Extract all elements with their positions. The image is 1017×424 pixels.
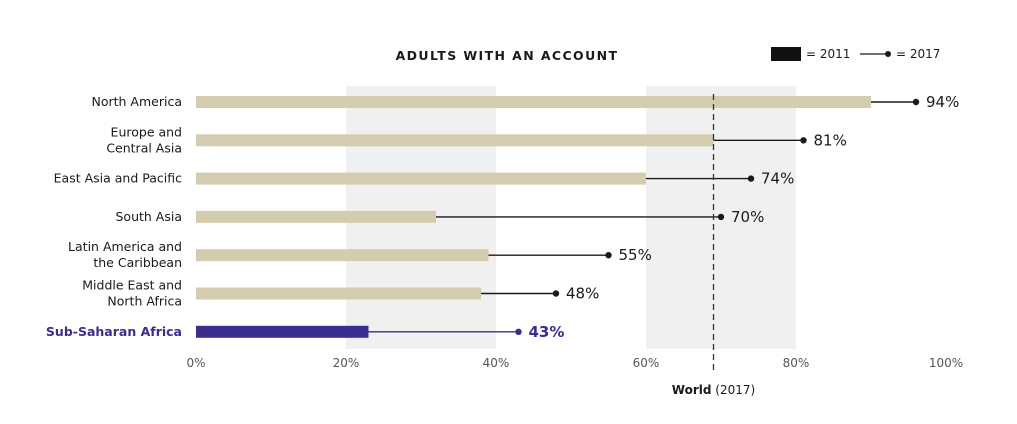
category-label-4: Latin America and the Caribbean (68, 239, 182, 270)
x-tick-label-60: 60% (633, 356, 660, 370)
dot-2017-0 (912, 98, 920, 106)
dot-2017-2 (747, 175, 755, 182)
category-label-line: North Africa (107, 294, 182, 309)
category-label-2: East Asia and Pacific (54, 171, 182, 186)
category-label-3: South Asia (116, 209, 183, 224)
category-label-1: Europe and Central Asia (106, 124, 182, 155)
category-label-line: the Caribbean (93, 255, 182, 270)
world-label-bold: World (672, 383, 712, 397)
x-tick-label-20: 20% (333, 356, 360, 370)
value-label-1: 81% (814, 131, 847, 149)
bar-2011-6 (196, 325, 369, 338)
category-label-5: Middle East and North Africa (82, 278, 182, 309)
bar-2011-2 (196, 172, 646, 185)
dot-2017-6 (515, 328, 522, 335)
category-label-line: Sub-Saharan Africa (46, 324, 182, 339)
world-label-year: (2017) (711, 383, 755, 397)
world-label: World (2017) (672, 383, 755, 397)
value-labels: 94% 81% 74% 70% 55% 48% 43% (529, 93, 960, 341)
x-tick-label-100: 100% (929, 356, 963, 370)
category-label-line: Central Asia (106, 140, 182, 155)
bar-2011-1 (196, 134, 714, 147)
value-label-6: 43% (529, 323, 565, 341)
dot-2017-1 (800, 137, 807, 144)
category-label-line: South Asia (116, 209, 183, 224)
x-tick-label-40: 40% (483, 356, 510, 370)
category-label-line: East Asia and Pacific (54, 171, 182, 186)
series-2011-bars (196, 96, 871, 338)
bar-2011-5 (196, 287, 481, 300)
legend: = 2011 = 2017 (771, 47, 940, 61)
dot-2017-5 (552, 290, 560, 297)
dot-2017-4 (605, 252, 612, 259)
category-label-6: Sub-Saharan Africa (46, 324, 182, 339)
bar-2011-3 (196, 210, 436, 223)
bar-2011-0 (196, 96, 871, 108)
legend-2017-dot (885, 51, 891, 57)
category-label-line: Europe and (111, 124, 182, 139)
category-label-0: North America (92, 94, 183, 109)
legend-2011-swatch (771, 47, 801, 61)
category-label-line: Middle East and (82, 278, 182, 293)
category-label-line: Latin America and (68, 239, 182, 254)
value-label-3: 70% (731, 208, 764, 226)
x-tick-label-0: 0% (186, 356, 205, 370)
legend-2017-label: = 2017 (896, 47, 940, 61)
chart-title: ADULTS WITH AN ACCOUNT (396, 48, 619, 63)
dot-2017-3 (717, 213, 725, 221)
series-2017-lines (368, 98, 920, 335)
category-labels: North America Europe and Central Asia East … (46, 94, 182, 339)
world-reference-line: World (2017) (672, 94, 755, 397)
x-axis-ticks: 0% 20% 40% 60% 80% 100% (186, 356, 963, 370)
x-tick-label-80: 80% (783, 356, 810, 370)
value-label-5: 48% (566, 285, 599, 303)
bar-2011-4 (196, 249, 489, 262)
legend-2011-label: = 2011 (806, 47, 850, 61)
value-label-2: 74% (761, 170, 794, 188)
value-label-0: 94% (926, 93, 959, 111)
category-label-line: North America (92, 94, 183, 109)
value-label-4: 55% (619, 246, 652, 264)
